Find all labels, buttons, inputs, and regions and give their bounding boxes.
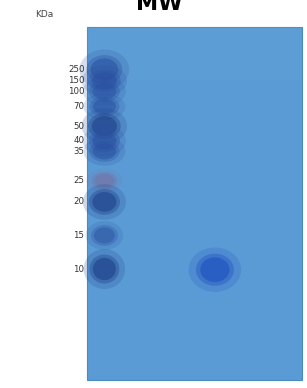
Text: 70: 70 xyxy=(73,102,84,111)
Text: 10: 10 xyxy=(73,265,84,274)
Ellipse shape xyxy=(89,130,120,152)
Text: 150: 150 xyxy=(68,76,84,85)
Ellipse shape xyxy=(92,116,117,136)
Ellipse shape xyxy=(87,55,122,84)
Ellipse shape xyxy=(82,65,127,96)
Ellipse shape xyxy=(88,69,121,92)
Text: 20: 20 xyxy=(73,197,84,206)
Ellipse shape xyxy=(89,97,119,116)
Ellipse shape xyxy=(93,144,116,159)
Text: KDa: KDa xyxy=(36,10,54,19)
Text: 35: 35 xyxy=(73,147,84,156)
FancyBboxPatch shape xyxy=(87,27,302,80)
Text: 50: 50 xyxy=(73,121,84,130)
Ellipse shape xyxy=(91,59,118,81)
Ellipse shape xyxy=(82,108,127,144)
Ellipse shape xyxy=(92,83,116,99)
Ellipse shape xyxy=(92,192,116,212)
Ellipse shape xyxy=(84,137,125,166)
Ellipse shape xyxy=(91,172,117,190)
Text: 100: 100 xyxy=(68,87,84,96)
FancyBboxPatch shape xyxy=(87,27,302,380)
Ellipse shape xyxy=(91,225,118,246)
Ellipse shape xyxy=(93,258,116,280)
Ellipse shape xyxy=(94,227,115,244)
Ellipse shape xyxy=(86,221,123,250)
Ellipse shape xyxy=(95,174,115,187)
Ellipse shape xyxy=(92,72,117,90)
Ellipse shape xyxy=(200,257,229,282)
Text: 40: 40 xyxy=(73,136,84,146)
Ellipse shape xyxy=(83,77,126,106)
Ellipse shape xyxy=(89,81,120,102)
Ellipse shape xyxy=(196,254,234,286)
Ellipse shape xyxy=(87,168,122,193)
Ellipse shape xyxy=(88,113,121,139)
Ellipse shape xyxy=(83,125,126,156)
Ellipse shape xyxy=(92,132,116,149)
Ellipse shape xyxy=(188,248,241,292)
Text: 25: 25 xyxy=(73,176,84,185)
Ellipse shape xyxy=(89,255,119,284)
Text: 15: 15 xyxy=(73,231,84,240)
Text: 250: 250 xyxy=(68,65,84,74)
Ellipse shape xyxy=(89,189,120,215)
Ellipse shape xyxy=(84,93,125,120)
Ellipse shape xyxy=(80,50,129,90)
Ellipse shape xyxy=(83,184,126,220)
Ellipse shape xyxy=(89,141,119,162)
Ellipse shape xyxy=(84,249,125,289)
Ellipse shape xyxy=(93,99,116,114)
Text: MW: MW xyxy=(136,0,183,14)
